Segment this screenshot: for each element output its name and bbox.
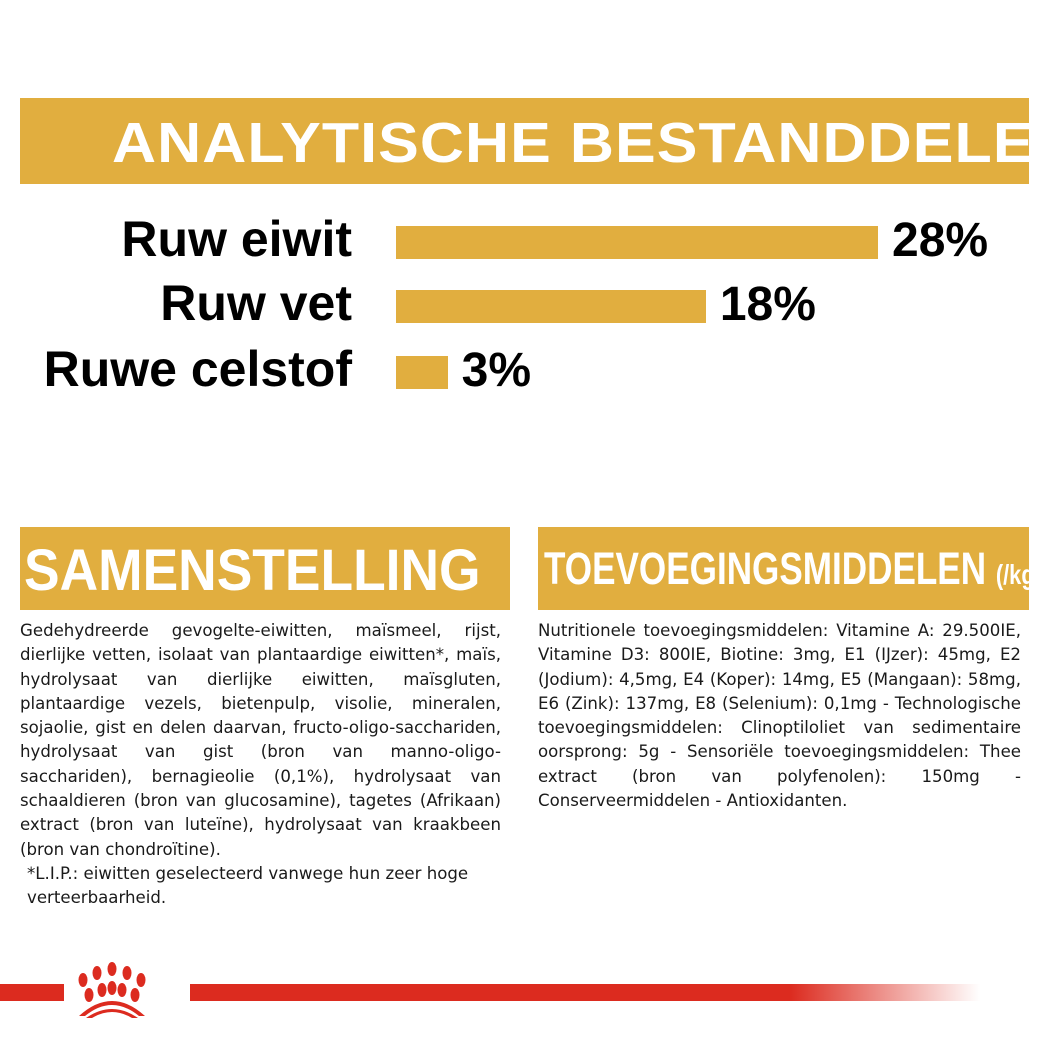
composition-ingredients: Gedehydreerde gevogelte-eiwitten, maïsme… [20, 621, 501, 859]
bar-value-label: 3% [461, 344, 532, 397]
royal-crown-logo-icon [78, 962, 146, 1018]
bar-label: Ruw eiwit [121, 211, 352, 267]
footer-bar-right [190, 984, 980, 1001]
bar-label: Ruw vet [160, 275, 352, 331]
additives-text: Nutritionele toevoegingsmiddelen: Vitami… [538, 621, 1021, 811]
additives-header: TOEVOEGINGSMIDDELEN (/kg) [538, 527, 1042, 610]
composition-text: Gedehydreerde gevogelte-eiwitten, maïsme… [20, 619, 501, 911]
bar-value-label: 18% [719, 278, 816, 331]
composition-footnote: *L.I.P.: eiwitten geselecteerd vanwege h… [27, 863, 469, 908]
analytical-title: ANALYTISCHE BESTANDDELEN [112, 111, 1049, 175]
composition-header: SAMENSTELLING [20, 527, 510, 610]
bar-label: Ruwe celstof [43, 341, 352, 397]
bar [396, 226, 878, 259]
analytical-header: ANALYTISCHE BESTANDDELEN [20, 98, 1049, 184]
bar [396, 290, 706, 323]
additives-title: TOEVOEGINGSMIDDELEN [544, 543, 987, 594]
additives-unit: (/kg) [995, 559, 1042, 590]
footer-bar-left [0, 984, 64, 1001]
composition-title: SAMENSTELLING [24, 538, 481, 603]
bar-value-label: 28% [892, 214, 989, 267]
bar [396, 356, 448, 389]
